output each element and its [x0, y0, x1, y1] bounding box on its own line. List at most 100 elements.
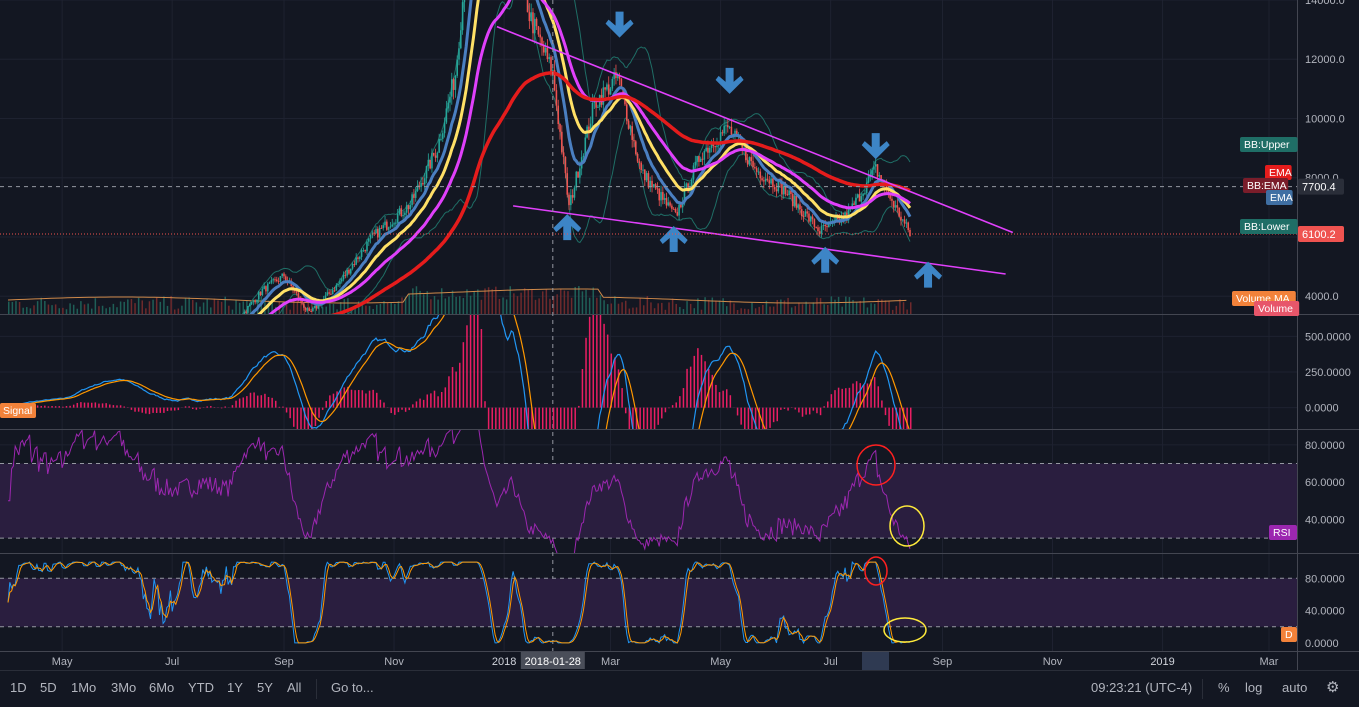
macd-hist-bar	[48, 406, 50, 407]
candle-body	[574, 188, 576, 198]
candle-body	[657, 188, 659, 189]
candle-body	[366, 242, 368, 252]
candle-body	[570, 195, 572, 205]
volume-bar	[719, 300, 721, 314]
candle-body	[413, 194, 415, 198]
macd-hist-bar	[333, 394, 335, 408]
volume-bar	[40, 298, 42, 314]
macd-hist-bar	[445, 387, 447, 407]
candle-body	[716, 146, 718, 148]
candle-body	[375, 229, 377, 234]
candle-body	[557, 106, 559, 124]
candle-body	[604, 87, 606, 89]
price-axis-tick: 4000.0	[1305, 291, 1339, 303]
volume-bar	[751, 303, 753, 314]
range-5y-button[interactable]: 5Y	[257, 680, 273, 695]
candle-body	[776, 189, 778, 191]
volume-bar	[192, 300, 194, 314]
rsi-tag: RSI	[1273, 527, 1291, 539]
candle-body	[806, 211, 808, 213]
volume-bar	[791, 307, 793, 314]
candle-body	[355, 257, 357, 264]
volume-bar	[394, 304, 396, 314]
candle-body	[752, 161, 754, 167]
candle-body	[767, 179, 769, 180]
volume-bar	[365, 306, 367, 314]
macd-hist-bar	[69, 406, 71, 408]
macd-hist-bar	[271, 398, 273, 408]
macd-hist-bar	[174, 408, 176, 411]
range-5d-button[interactable]: 5D	[40, 680, 57, 695]
volume-bar	[120, 301, 122, 314]
candle-body	[812, 217, 814, 220]
candle-body	[606, 84, 608, 89]
candle-body	[363, 250, 365, 251]
stoch-axis-tick: 0.0000	[1305, 638, 1339, 650]
macd-axis-tick: 250.0000	[1305, 367, 1351, 379]
chart-background	[0, 0, 1359, 670]
candle-body	[245, 312, 247, 313]
candle-body	[705, 148, 707, 151]
volume-bar	[578, 286, 580, 314]
volume-bar	[84, 304, 86, 314]
volume-bar	[105, 308, 107, 314]
range-1y-button[interactable]: 1Y	[227, 680, 243, 695]
range-6mo-button[interactable]: 6Mo	[149, 680, 174, 695]
macd-hist-bar	[59, 406, 61, 407]
range-3mo-button[interactable]: 3Mo	[111, 680, 136, 695]
volume-bar	[528, 290, 530, 314]
macd-hist-bar	[188, 406, 190, 407]
candle-body	[408, 205, 410, 209]
log-scale-toggle[interactable]: log	[1245, 680, 1262, 695]
chart-canvas[interactable]: 14000.012000.010000.08000.06000.04000.07…	[0, 0, 1359, 670]
macd-hist-bar	[726, 389, 728, 407]
candle-body	[814, 219, 816, 227]
candle-body	[864, 193, 866, 194]
auto-scale-toggle[interactable]: auto	[1282, 680, 1307, 695]
gear-icon[interactable]: ⚙	[1326, 678, 1339, 696]
range-1d-button[interactable]: 1D	[10, 680, 27, 695]
candle-body	[801, 209, 803, 216]
volume-bar	[654, 308, 656, 314]
volume-bar	[491, 289, 493, 314]
candle-body	[539, 35, 541, 38]
volume-bar	[574, 287, 576, 314]
volume-bar	[639, 298, 641, 314]
goto-date-button[interactable]: Go to...	[331, 680, 374, 695]
macd-hist-bar	[354, 390, 356, 407]
volume-bar	[802, 304, 804, 314]
volume-bar	[232, 310, 234, 314]
macd-hist-bar	[437, 396, 439, 407]
volume-bar	[683, 309, 685, 314]
candle-body	[754, 167, 756, 168]
candle-body	[823, 225, 825, 226]
candle-body	[424, 178, 426, 184]
candle-body	[722, 132, 724, 133]
volume-bar	[66, 309, 68, 314]
candle-body	[249, 304, 251, 306]
macd-hist-bar	[138, 408, 140, 412]
candle-body	[637, 154, 639, 162]
candle-body	[667, 202, 669, 205]
candle-body	[563, 152, 565, 156]
range-ytd-button[interactable]: YTD	[188, 680, 214, 695]
macd-hist-bar	[831, 394, 833, 407]
candle-body	[700, 159, 702, 162]
stoch-band	[0, 578, 1297, 627]
range-1mo-button[interactable]: 1Mo	[71, 680, 96, 695]
percent-scale-toggle[interactable]: %	[1218, 680, 1230, 695]
range-all-button[interactable]: All	[287, 680, 301, 695]
volume-bar	[892, 310, 894, 314]
candle-body	[262, 289, 264, 295]
candle-body	[774, 187, 776, 189]
candle-body	[826, 226, 828, 227]
volume-bar	[795, 306, 797, 314]
macd-hist-bar	[329, 395, 331, 407]
candle-body	[422, 183, 424, 184]
volume-bar	[206, 299, 208, 314]
macd-hist-bar	[816, 408, 818, 414]
macd-hist-bar	[694, 356, 696, 408]
macd-hist-bar	[380, 400, 382, 408]
macd-hist-bar	[408, 408, 410, 410]
volume-bar	[607, 304, 609, 314]
